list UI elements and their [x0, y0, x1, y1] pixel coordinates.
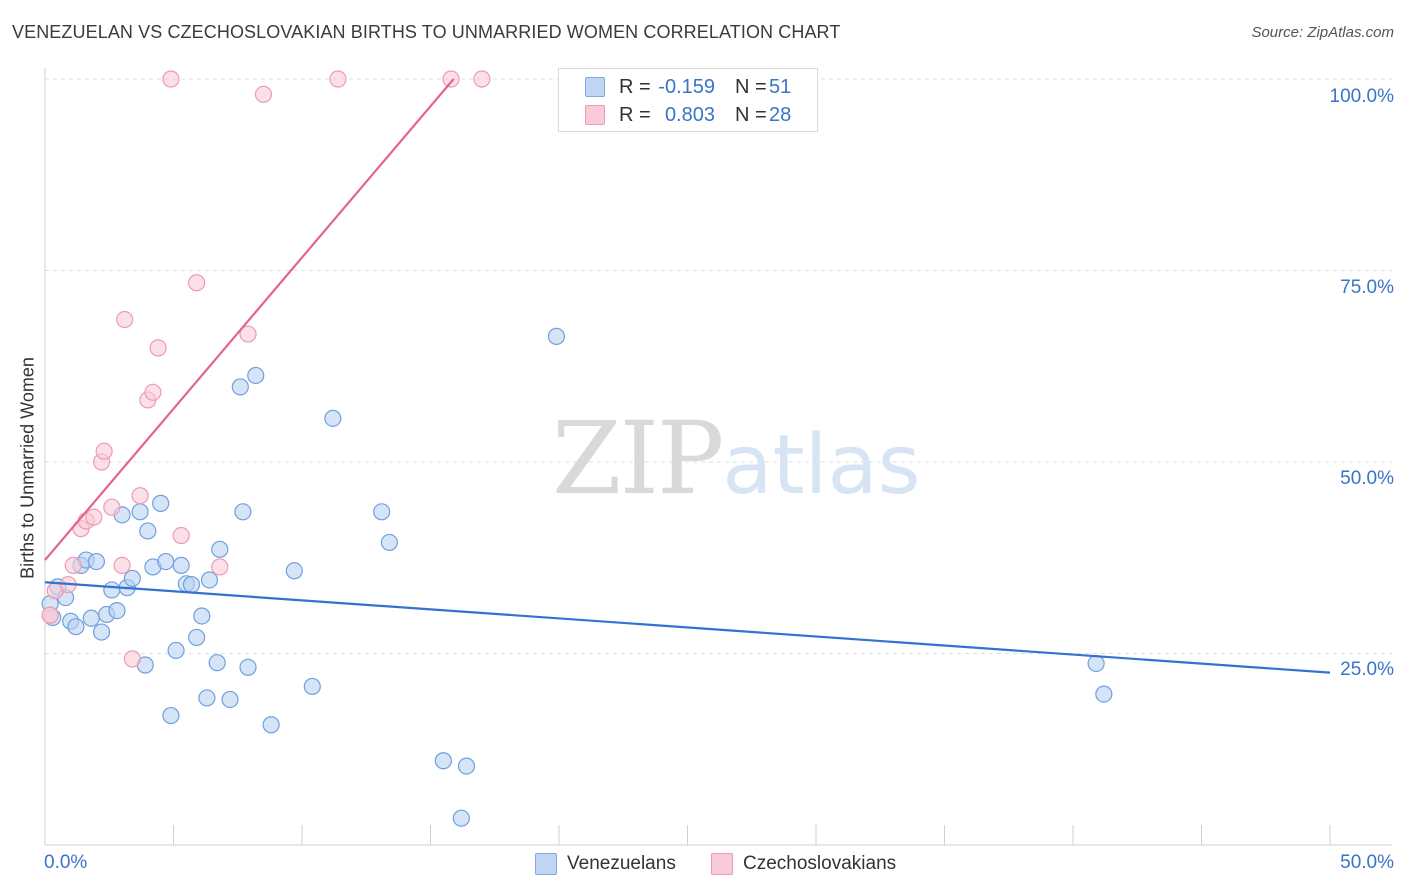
venezuelans-point — [221, 690, 239, 709]
correlation-stats-box: R = -0.159 N = 51 R = 0.803 N = 28 — [558, 68, 818, 132]
y-tick-label: 75.0% — [1340, 277, 1394, 298]
r-value: -0.159 — [658, 76, 715, 98]
czechoslovakians-point — [85, 508, 103, 526]
venezuelans-point — [247, 366, 265, 385]
watermark-atlas: atlas — [722, 418, 921, 513]
venezuelans-swatch — [585, 77, 605, 97]
venezuelans-point — [157, 552, 175, 571]
venezuelans-point — [182, 575, 201, 594]
venezuelans-point — [211, 540, 229, 558]
stats-row-czechoslovakians: R = 0.803 N = 28 — [559, 101, 817, 129]
venezuelans-point — [92, 623, 111, 641]
czechoslovakians-point — [211, 558, 229, 576]
czechoslovakians-point — [188, 274, 206, 292]
n-label: N = — [735, 76, 767, 98]
czechoslovakians-point — [144, 383, 162, 401]
venezuelans-point — [231, 378, 249, 396]
venezuelans-point — [67, 618, 85, 636]
r-label: R = — [619, 76, 651, 98]
venezuelans-point — [172, 556, 190, 575]
venezuelans-point — [152, 494, 170, 512]
x-tick-max: 50.0% — [1340, 852, 1394, 873]
y-tick-label: 25.0% — [1340, 659, 1394, 680]
venezuelans-point — [262, 716, 280, 734]
r-label: R = — [619, 104, 651, 126]
venezuelans-point — [108, 602, 126, 620]
venezuelans-trend-line — [44, 581, 1331, 674]
venezuelans-point — [547, 327, 566, 345]
czechoslovakians-point — [116, 310, 134, 329]
legend-label: Venezuelans — [567, 853, 676, 874]
venezuelans-point — [1095, 685, 1113, 703]
czechoslovakians-point — [64, 556, 82, 575]
watermark: ZIPatlas — [552, 400, 920, 517]
venezuelans-point — [167, 641, 185, 660]
watermark-zip: ZIP — [552, 400, 724, 517]
legend-swatch — [535, 853, 557, 875]
legend-label: Czechoslovakians — [743, 853, 897, 874]
czechoslovakians-point — [329, 70, 347, 88]
czechoslovakians-point — [254, 85, 273, 103]
venezuelans-point — [103, 581, 121, 599]
venezuelans-point — [285, 562, 303, 580]
venezuelans-point — [1087, 654, 1105, 673]
venezuelans-point — [434, 752, 452, 770]
y-tick-label: 100.0% — [1329, 86, 1394, 107]
venezuelans-point — [198, 689, 216, 707]
n-value: 51 — [769, 76, 792, 98]
stats-row-venezuelans: R = -0.159 N = 51 — [559, 73, 817, 101]
czechoslovakians-point — [113, 556, 131, 575]
czechoslovakians-point — [95, 442, 113, 460]
venezuelans-point — [234, 503, 252, 521]
legend-swatch — [711, 853, 733, 875]
venezuelans-point — [123, 569, 141, 588]
venezuelans-point — [131, 503, 149, 521]
chart-title: VENEZUELAN VS CZECHOSLOVAKIAN BIRTHS TO … — [12, 22, 841, 42]
czechoslovakians-point — [149, 339, 167, 357]
czechoslovakians-point — [473, 70, 491, 88]
n-value: 28 — [769, 104, 792, 126]
venezuelans-point — [208, 654, 226, 672]
czechoslovakians-swatch — [585, 105, 605, 125]
venezuelans-point — [373, 503, 391, 521]
r-value: 0.803 — [664, 104, 715, 126]
czechoslovakians-point — [162, 70, 180, 88]
y-tick-label: 50.0% — [1340, 468, 1394, 489]
venezuelans-point — [162, 706, 180, 725]
venezuelans-point — [303, 677, 321, 696]
venezuelans-point — [200, 571, 219, 589]
venezuelans-point — [452, 809, 470, 827]
czechoslovakians-trend-line — [44, 78, 455, 561]
x-tick-min: 0.0% — [44, 852, 88, 873]
venezuelans-point — [457, 757, 476, 775]
venezuelans-point — [82, 609, 100, 627]
y-axis-label: Births to Unmarried Women — [17, 357, 38, 579]
czechoslovakians-point — [103, 498, 121, 516]
venezuelans-point — [139, 522, 157, 540]
czechoslovakians-point — [239, 325, 257, 343]
venezuelans-point — [380, 533, 398, 552]
czechoslovakians-point — [41, 606, 59, 624]
venezuelans-point — [188, 628, 206, 647]
venezuelans-point — [239, 658, 257, 676]
chart-source: Source: ZipAtlas.com — [1251, 24, 1394, 41]
n-label: N = — [735, 104, 767, 126]
czechoslovakians-point — [131, 487, 149, 505]
czechoslovakians-point — [442, 70, 460, 88]
venezuelans-point — [324, 409, 342, 427]
venezuelans-point — [87, 552, 106, 571]
venezuelans-point — [193, 607, 211, 625]
czechoslovakians-point — [123, 650, 141, 668]
czechoslovakians-point — [172, 526, 190, 545]
